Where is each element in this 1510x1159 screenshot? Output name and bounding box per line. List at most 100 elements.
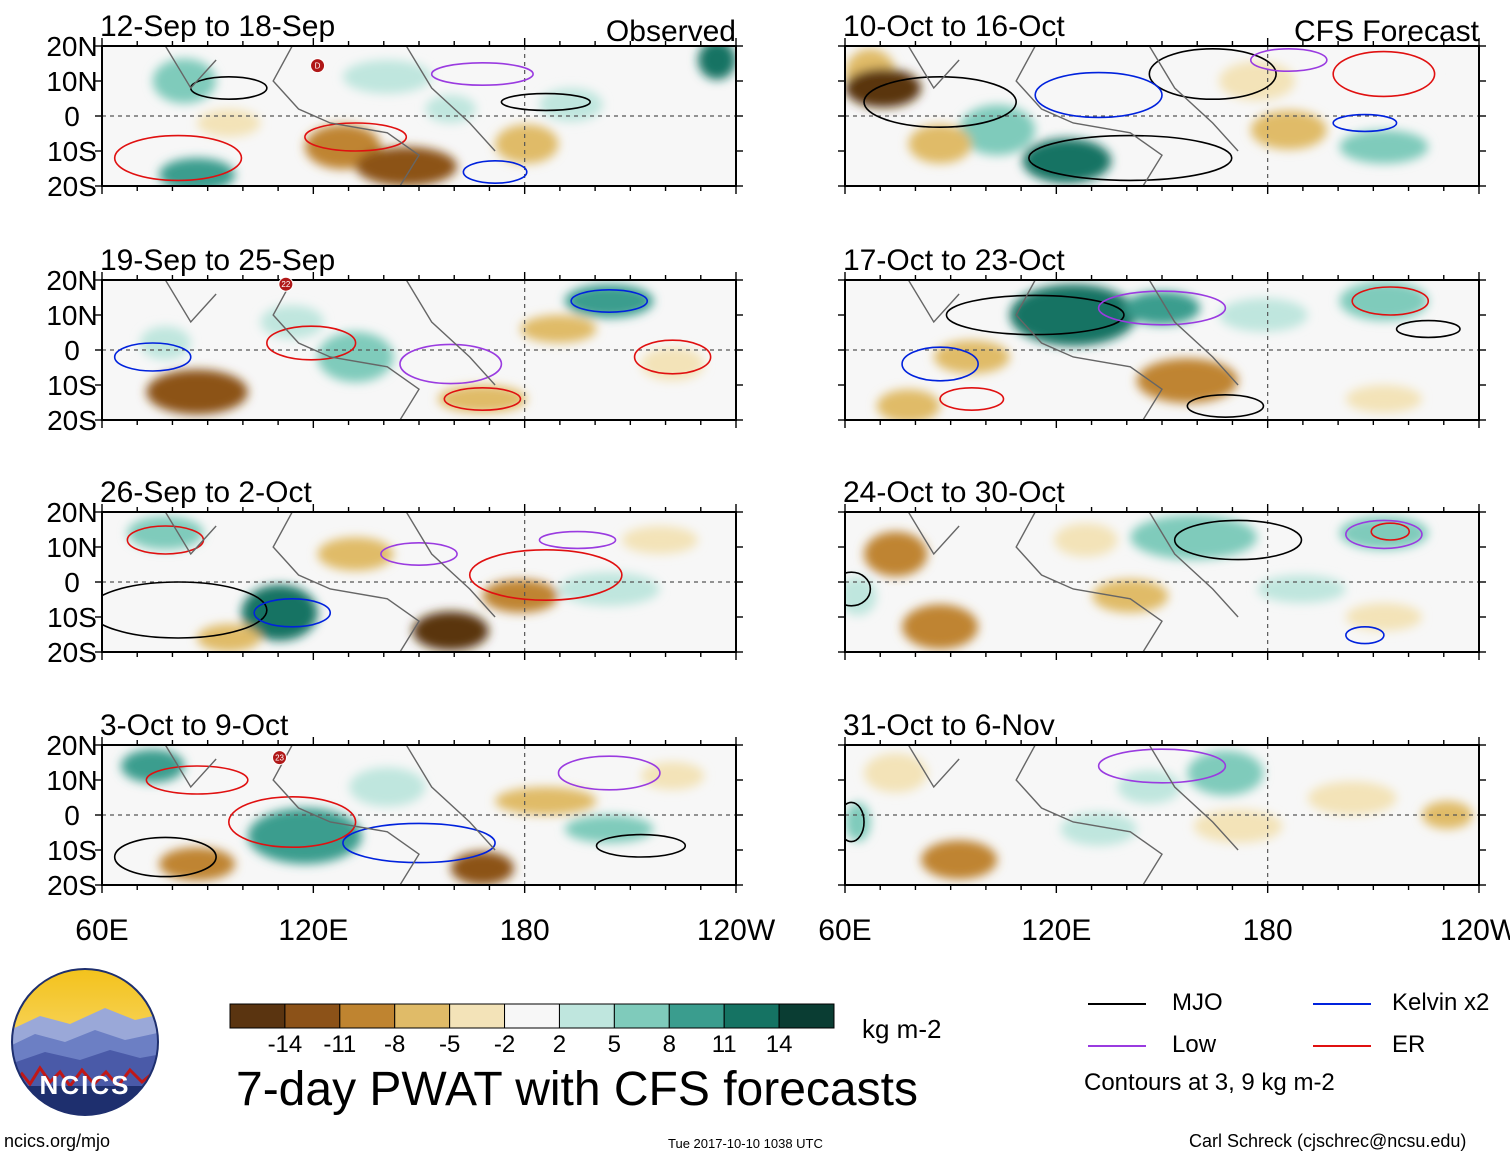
y-tick-label: 20S bbox=[47, 870, 97, 901]
pwat-anomaly-blob bbox=[1022, 138, 1112, 184]
contour-mjo bbox=[102, 581, 268, 639]
y-tick-label: 10S bbox=[47, 370, 97, 401]
pwat-anomaly-blob bbox=[864, 531, 928, 577]
y-tick-label: 20S bbox=[47, 171, 97, 202]
contour-mjo bbox=[1173, 519, 1303, 561]
contour-low bbox=[1249, 47, 1328, 72]
pwat-anomaly-blob bbox=[349, 767, 426, 807]
pwat-anomaly-blob bbox=[876, 389, 941, 420]
panel-4: 10-Oct to 16-Oct CFS Forecast bbox=[838, 10, 1486, 194]
contour-low bbox=[399, 343, 503, 385]
contour-low bbox=[1097, 748, 1227, 784]
panel-3: 20N 10N 0 10S 20S 3-Oct to 9-Oct 60E 120E 180 120… bbox=[46, 709, 776, 947]
y-tick-label: 20N bbox=[46, 265, 97, 296]
contour-low bbox=[557, 755, 661, 791]
coastline bbox=[164, 46, 496, 186]
y-tick-label: 20S bbox=[47, 405, 97, 436]
pwat-anomaly-blob bbox=[152, 58, 217, 104]
pwat-anomaly-blob bbox=[697, 46, 736, 80]
contour-kelvin bbox=[901, 346, 979, 382]
contour-low bbox=[538, 530, 617, 550]
pwat-anomaly-blob bbox=[520, 315, 597, 343]
colorbar-tick-label: -8 bbox=[384, 1031, 406, 1058]
pwat-anomaly-blob bbox=[1130, 514, 1258, 560]
pwat-anomaly-blob bbox=[260, 305, 324, 339]
pwat-anomaly-blob bbox=[640, 761, 705, 790]
footer-author: Carl Schreck (cjschrec@ncsu.edu) bbox=[1189, 1131, 1467, 1151]
contour-mjo bbox=[845, 801, 865, 843]
x-tick-label: 120E bbox=[278, 914, 348, 947]
panel-title: 3-Oct to 9-Oct bbox=[100, 709, 289, 742]
colorbar-swatch bbox=[668, 1003, 725, 1029]
pwat-anomaly-blob bbox=[159, 158, 236, 186]
ncics-logo: NCICS bbox=[11, 968, 159, 1116]
colorbar-swatch bbox=[778, 1003, 835, 1029]
column-title: Observed bbox=[606, 15, 736, 48]
contour-low bbox=[380, 541, 458, 566]
pwat-anomaly-blob bbox=[845, 802, 871, 842]
contour-er bbox=[1332, 50, 1436, 98]
legend-er-label: ER bbox=[1392, 1031, 1426, 1058]
pwat-anomaly-blob bbox=[438, 385, 527, 413]
pwat-anomaly-blob bbox=[342, 60, 432, 94]
y-tick-label: 10N bbox=[46, 66, 97, 97]
pwat-anomaly-blob bbox=[1219, 298, 1308, 332]
colorbar-tick-label: 14 bbox=[765, 1031, 793, 1058]
legend-low-label: Low bbox=[1172, 1031, 1217, 1058]
panel-title: 24-Oct to 30-Oct bbox=[843, 476, 1065, 509]
colorbar-swatch bbox=[449, 1003, 506, 1029]
contour-mjo bbox=[845, 571, 872, 607]
x-tick-label: 60E bbox=[75, 914, 128, 947]
contour-kelvin bbox=[1345, 625, 1385, 645]
y-tick-label: 10N bbox=[46, 765, 97, 796]
panel-5: 17-Oct to 23-Oct bbox=[838, 244, 1486, 428]
pwat-anomaly-blob bbox=[425, 95, 477, 123]
y-tick-label: 0 bbox=[64, 101, 80, 132]
y-tick-label: 20N bbox=[46, 497, 97, 528]
pwat-anomaly-blob bbox=[1345, 603, 1422, 631]
contour-er bbox=[633, 339, 712, 375]
contour-er bbox=[228, 795, 357, 848]
pwat-anomaly-blob bbox=[121, 749, 185, 783]
panel-title: 12-Sep to 18-Sep bbox=[100, 10, 335, 43]
pwat-anomaly-blob bbox=[1339, 130, 1429, 164]
pwat-anomaly-blob bbox=[1339, 516, 1429, 550]
pwat-anomaly-blob bbox=[317, 537, 394, 571]
coastline bbox=[907, 745, 1239, 885]
pwat-anomaly-blob bbox=[1187, 750, 1264, 796]
pwat-anomaly-blob bbox=[317, 331, 394, 383]
legend-kelvin-line bbox=[1313, 1003, 1371, 1005]
legend-mjo-line bbox=[1088, 1003, 1146, 1005]
colorbar-swatch bbox=[558, 1003, 615, 1029]
pwat-anomaly-blob bbox=[127, 516, 204, 550]
pwat-anomaly-blob bbox=[355, 146, 458, 186]
pwat-anomaly-blob bbox=[495, 124, 559, 164]
panel-0: 20N 10N 0 10S 20S 12-Sep to 18-Sep Observed bbox=[46, 10, 743, 202]
pwat-anomaly-blob bbox=[902, 604, 979, 650]
legend-low-line bbox=[1088, 1045, 1146, 1047]
contour-low bbox=[430, 61, 534, 86]
pwat-anomaly-blob bbox=[1345, 385, 1422, 413]
y-tick-label: 10N bbox=[46, 532, 97, 563]
pwat-anomaly-blob bbox=[539, 88, 603, 122]
pwat-anomaly-blob bbox=[1123, 291, 1201, 325]
pwat-anomaly-blob bbox=[1117, 770, 1182, 804]
storm-marker bbox=[278, 276, 294, 292]
contour-mjo bbox=[1395, 319, 1461, 339]
contour-er bbox=[443, 386, 522, 411]
pwat-anomaly-blob bbox=[1371, 60, 1435, 88]
pwat-anomaly-blob bbox=[495, 787, 597, 815]
colorbar-tick-label: -14 bbox=[267, 1031, 303, 1058]
contour-er bbox=[939, 386, 1005, 411]
pwat-anomaly-blob bbox=[1307, 781, 1397, 815]
footer-site[interactable]: ncics.org/mjo bbox=[4, 1131, 111, 1151]
coastline bbox=[907, 280, 1239, 420]
y-tick-label: 10N bbox=[46, 300, 97, 331]
panel-2: 20N 10N 0 10S 20S 26-Sep to 2-Oct bbox=[46, 476, 743, 668]
contour-note: Contours at 3, 9 kg m-2 bbox=[1084, 1069, 1335, 1096]
contour-low bbox=[1097, 290, 1227, 326]
colorbar-tick-label: -2 bbox=[493, 1031, 516, 1058]
x-tick-label: 120W bbox=[697, 914, 776, 947]
contour-kelvin bbox=[462, 160, 528, 185]
